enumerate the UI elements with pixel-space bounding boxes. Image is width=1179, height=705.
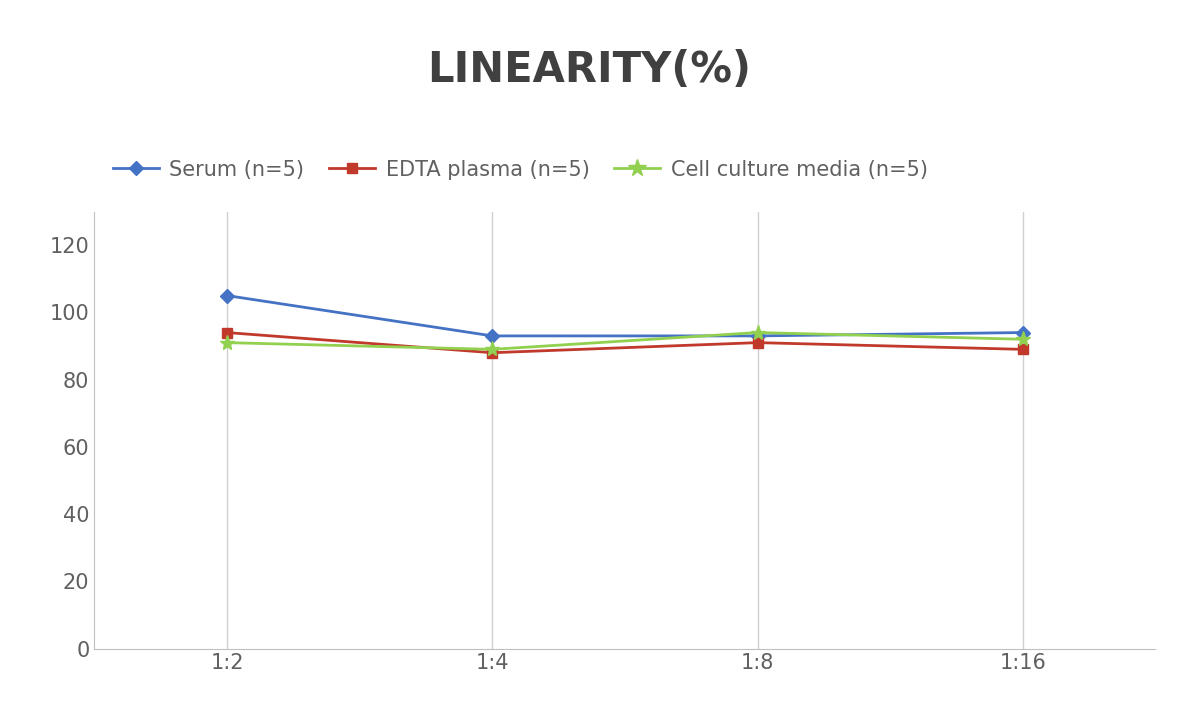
EDTA plasma (n=5) bbox=[1016, 345, 1030, 354]
Serum (n=5) bbox=[220, 291, 235, 300]
EDTA plasma (n=5) bbox=[751, 338, 765, 347]
Serum (n=5) bbox=[751, 331, 765, 340]
EDTA plasma (n=5) bbox=[486, 348, 500, 357]
Text: LINEARITY(%): LINEARITY(%) bbox=[428, 49, 751, 92]
EDTA plasma (n=5) bbox=[220, 329, 235, 337]
Cell culture media (n=5) bbox=[486, 345, 500, 354]
Serum (n=5) bbox=[1016, 329, 1030, 337]
Cell culture media (n=5) bbox=[751, 329, 765, 337]
Cell culture media (n=5) bbox=[1016, 335, 1030, 343]
Serum (n=5) bbox=[486, 331, 500, 340]
Line: Serum (n=5): Serum (n=5) bbox=[222, 290, 1028, 341]
Line: EDTA plasma (n=5): EDTA plasma (n=5) bbox=[222, 328, 1028, 357]
Line: Cell culture media (n=5): Cell culture media (n=5) bbox=[219, 325, 1030, 357]
Cell culture media (n=5) bbox=[220, 338, 235, 347]
Legend: Serum (n=5), EDTA plasma (n=5), Cell culture media (n=5): Serum (n=5), EDTA plasma (n=5), Cell cul… bbox=[105, 152, 936, 188]
